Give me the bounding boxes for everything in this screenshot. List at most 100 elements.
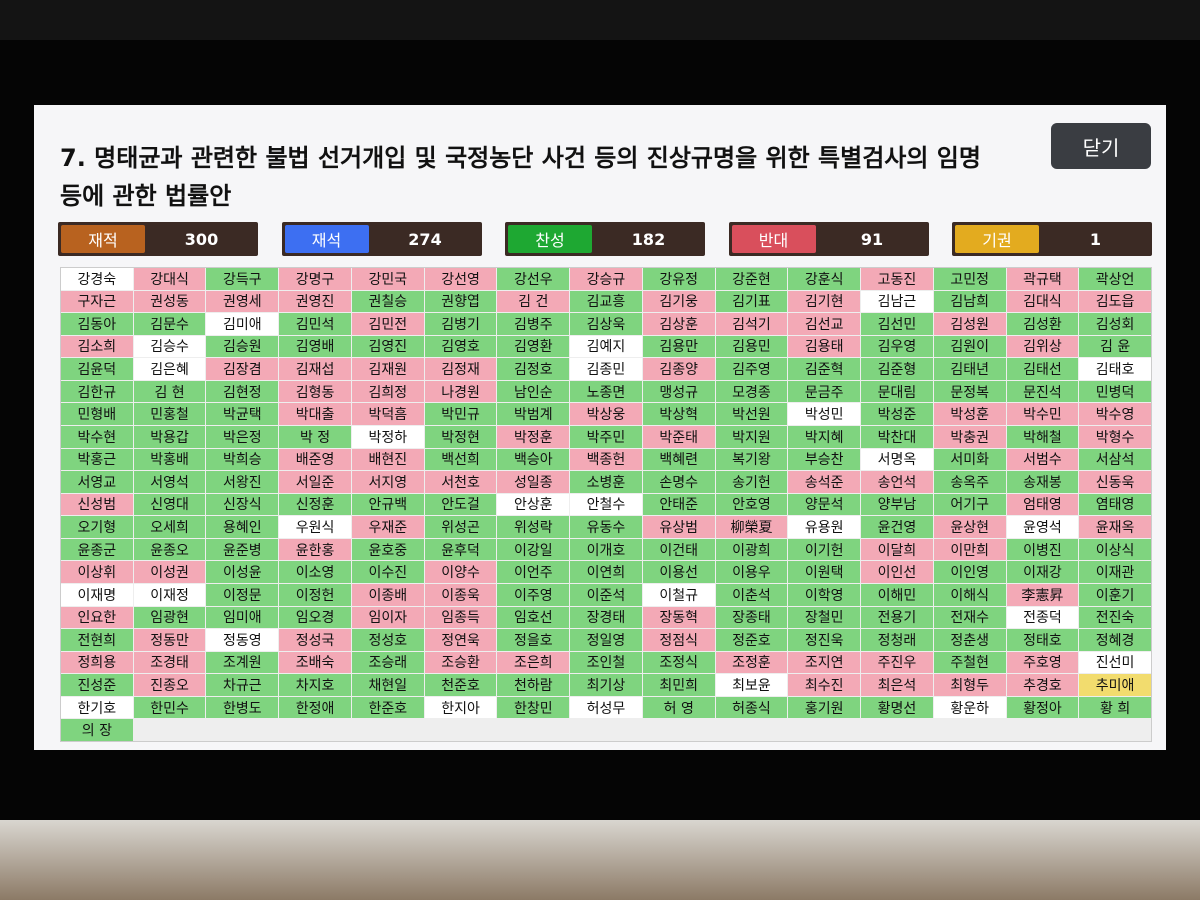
member-cell: 천준호 [424, 674, 497, 696]
member-cell: 김병주 [497, 313, 570, 335]
member-cell: 이해식 [933, 583, 1006, 606]
member-cell: 전진숙 [1079, 606, 1151, 629]
member-cell: 황명선 [861, 696, 933, 719]
summary-label: 재석 [284, 225, 369, 253]
member-cell: 김윤덕 [61, 358, 133, 380]
member-cell: 진성준 [61, 674, 133, 696]
member-cell: 강민국 [351, 268, 424, 290]
member-cell: 김주영 [715, 358, 788, 380]
member-cell: 임호선 [497, 606, 570, 629]
close-button[interactable]: 닫기 [1051, 123, 1151, 169]
member-cell: 맹성규 [642, 380, 715, 403]
member-cell: 구자근 [61, 290, 133, 313]
member-cell: 최수진 [788, 674, 861, 696]
member-cell: 백승아 [497, 448, 570, 471]
member-cell: 이수진 [351, 561, 424, 583]
member-cell: 이광희 [715, 538, 788, 561]
member-cell: 강승규 [570, 268, 642, 290]
member-cell: 송재봉 [1006, 471, 1079, 493]
member-cell: 서왕진 [206, 471, 279, 493]
member-cell: 조배숙 [279, 651, 351, 674]
member-cell: 박홍배 [133, 448, 206, 471]
member-cell: 정일영 [570, 629, 642, 651]
member-cell: 조경태 [133, 651, 206, 674]
member-cell: 전용기 [861, 606, 933, 629]
member-cell: 김희정 [351, 380, 424, 403]
member-cell: 곽규택 [1006, 268, 1079, 290]
member-cell: 김준혁 [788, 358, 861, 380]
member-cell: 이학영 [788, 583, 861, 606]
member-cell: 전재수 [933, 606, 1006, 629]
member-cell: 박주민 [570, 425, 642, 448]
member-cell: 양부남 [861, 493, 933, 516]
member-cell: 김은혜 [133, 358, 206, 380]
member-cell: 우재준 [351, 516, 424, 538]
member-cell: 추미애 [1079, 674, 1151, 696]
member-cell: 송언석 [861, 471, 933, 493]
member-cell: 장동혁 [642, 606, 715, 629]
member-cell: 이성권 [133, 561, 206, 583]
member-cell: 柳榮夏 [715, 516, 788, 538]
member-cell: 박형수 [1079, 425, 1151, 448]
member-cell: 배준영 [279, 448, 351, 471]
member-cell: 이주영 [497, 583, 570, 606]
member-cell: 권향엽 [424, 290, 497, 313]
summary-value: 274 [408, 229, 442, 249]
member-cell: 백종헌 [570, 448, 642, 471]
member-cell: 허종식 [715, 696, 788, 719]
member-cell: 서천호 [424, 471, 497, 493]
member-cell: 강선영 [424, 268, 497, 290]
member-cell: 정성호 [351, 629, 424, 651]
member-cell: 복기왕 [715, 448, 788, 471]
member-cell: 인요한 [61, 606, 133, 629]
member-cell: 김대식 [1006, 290, 1079, 313]
summary-label: 재적 [61, 225, 145, 253]
member-cell: 임이자 [351, 606, 424, 629]
member-cell: 박희승 [206, 448, 279, 471]
member-cell: 정태호 [1006, 629, 1079, 651]
member-cell: 박은정 [206, 425, 279, 448]
member-cell: 윤호중 [351, 538, 424, 561]
member-cell: 서미화 [933, 448, 1006, 471]
member-cell: 민홍철 [133, 403, 206, 425]
member-cell: 이재명 [61, 583, 133, 606]
member-cell: 정을호 [497, 629, 570, 651]
member-cell: 이상휘 [61, 561, 133, 583]
summary-label: 찬성 [508, 225, 592, 253]
member-cell: 서지영 [351, 471, 424, 493]
member-cell: 곽상언 [1079, 268, 1151, 290]
member-cell: 백선희 [424, 448, 497, 471]
member-cell: 조은희 [497, 651, 570, 674]
member-cell: 이개호 [570, 538, 642, 561]
member-cell: 김성원 [933, 313, 1006, 335]
member-cell: 박정훈 [497, 425, 570, 448]
member-cell: 이재강 [1006, 561, 1079, 583]
member-cell: 김장겸 [206, 358, 279, 380]
member-cell: 서범수 [1006, 448, 1079, 471]
member-cell: 김승원 [206, 335, 279, 358]
summary-label: 기권 [955, 225, 1039, 253]
member-cell: 이인영 [933, 561, 1006, 583]
member-cell: 김정재 [424, 358, 497, 380]
member-cell: 황정아 [1006, 696, 1079, 719]
member-cell: 소병훈 [570, 471, 642, 493]
member-cell: 박 정 [279, 425, 351, 448]
member-cell: 이해민 [861, 583, 933, 606]
member-cell: 문진석 [1006, 380, 1079, 403]
member-cell: 최민희 [642, 674, 715, 696]
member-cell: 김남근 [861, 290, 933, 313]
summary-box: 재석 274 [281, 222, 482, 256]
member-cell: 백혜련 [642, 448, 715, 471]
member-cell: 허 영 [642, 696, 715, 719]
member-cell: 홍기원 [788, 696, 861, 719]
member-cell: 주진우 [861, 651, 933, 674]
member-cell: 염태영 [1079, 493, 1151, 516]
member-cell: 강대식 [133, 268, 206, 290]
member-cell: 이만희 [933, 538, 1006, 561]
member-cell: 성일종 [497, 471, 570, 493]
member-cell: 윤건영 [861, 516, 933, 538]
summary-value: 182 [631, 229, 666, 249]
member-cell: 이병진 [1006, 538, 1079, 561]
summary-value: 91 [860, 229, 884, 249]
member-cell: 나경원 [424, 380, 497, 403]
